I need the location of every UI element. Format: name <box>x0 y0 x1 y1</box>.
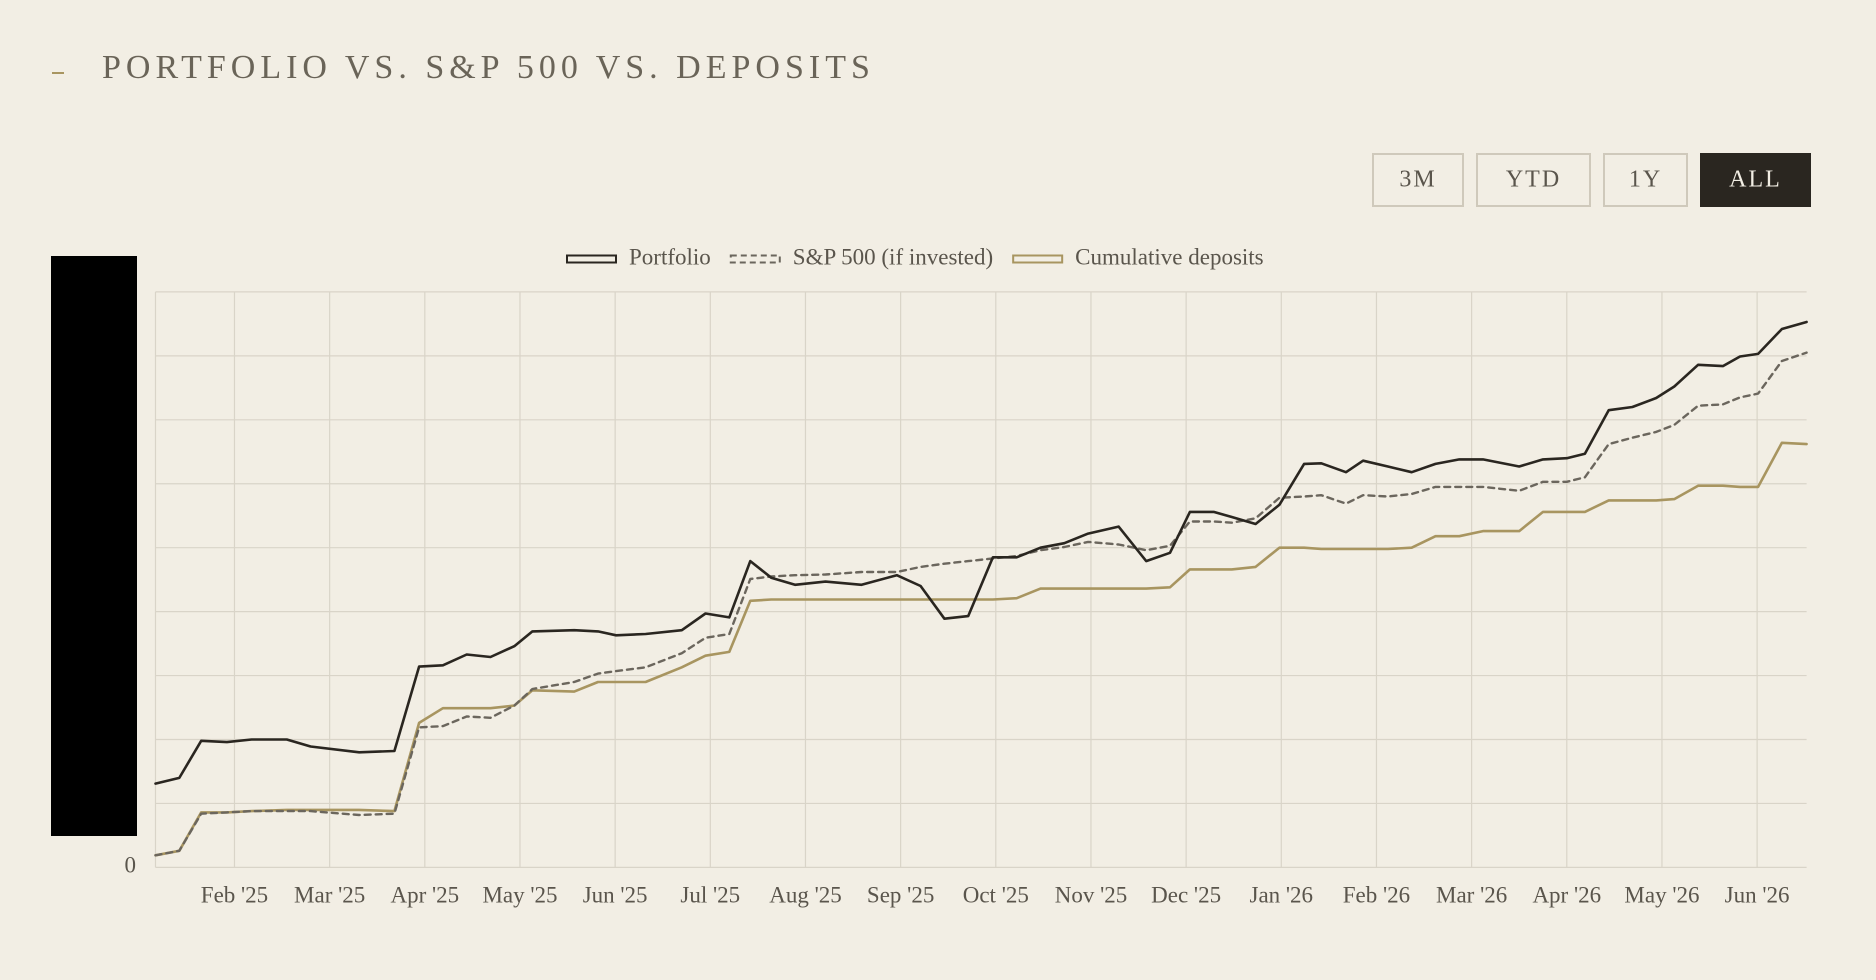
series-line <box>154 351 1808 857</box>
legend-label: S&P 500 (if invested) <box>793 244 993 269</box>
x-tick-label: Jan '26 <box>1250 882 1314 907</box>
series-line <box>154 320 1808 785</box>
x-tick-label: Jul '25 <box>680 882 740 907</box>
x-tick-label: Mar '26 <box>1436 882 1507 907</box>
legend-swatch <box>729 254 781 264</box>
x-tick-label: Dec '25 <box>1151 882 1221 907</box>
legend-swatch <box>1012 254 1064 264</box>
legend-swatch <box>566 254 617 264</box>
legend-label: Portfolio <box>629 244 711 269</box>
x-tick-label: Sep '25 <box>867 882 934 907</box>
series-line <box>154 441 1808 857</box>
range-button[interactable] <box>1603 153 1688 207</box>
x-tick-label: Jun '26 <box>1725 882 1790 907</box>
x-tick-label: Nov '25 <box>1055 882 1128 907</box>
range-button[interactable] <box>1700 153 1811 207</box>
x-tick-label: Apr '26 <box>1532 882 1601 907</box>
redaction-block <box>51 256 137 836</box>
x-tick-label: Jun '25 <box>583 882 648 907</box>
range-button[interactable] <box>1372 153 1464 207</box>
x-tick-label: Feb '26 <box>1343 882 1410 907</box>
x-tick-label: May '25 <box>482 882 557 907</box>
x-tick-label: Mar '25 <box>294 882 365 907</box>
chart-title: PORTFOLIO VS. S&P 500 VS. DEPOSITS <box>102 49 875 86</box>
range-button-label[interactable]: 3M <box>1399 167 1436 193</box>
range-button-label[interactable]: ALL <box>1729 167 1782 193</box>
x-tick-label: Apr '25 <box>390 882 459 907</box>
x-tick-label: Feb '25 <box>201 882 268 907</box>
range-button[interactable] <box>1476 153 1591 207</box>
range-button-label[interactable]: 1Y <box>1629 167 1662 193</box>
y-tick-label: 0 <box>125 853 137 878</box>
x-tick-label: Aug '25 <box>769 882 842 907</box>
x-tick-label: Oct '25 <box>963 882 1029 907</box>
legend-label: Cumulative deposits <box>1075 244 1264 269</box>
range-button-label[interactable]: YTD <box>1506 167 1561 193</box>
x-tick-label: May '26 <box>1624 882 1699 907</box>
